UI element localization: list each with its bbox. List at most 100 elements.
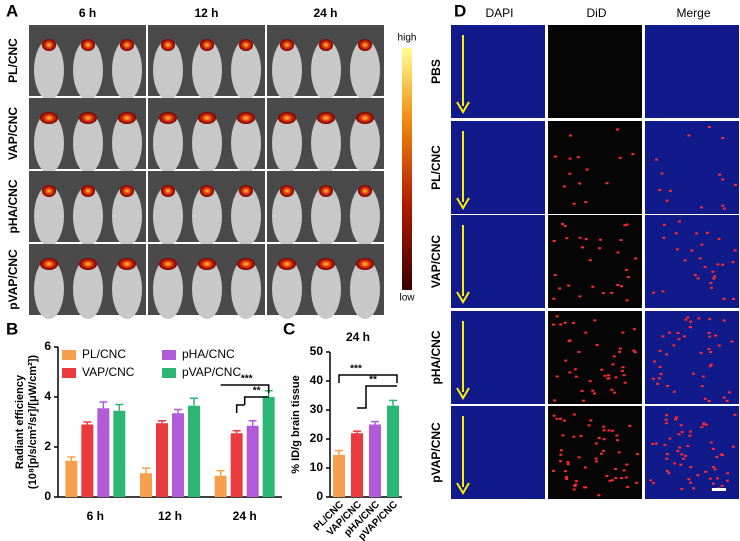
bar <box>97 408 110 497</box>
x-tick-label: 6 h <box>87 509 104 523</box>
did-spot <box>623 224 627 227</box>
did-spot <box>667 472 671 475</box>
micrograph <box>645 121 739 214</box>
mouse <box>73 186 103 246</box>
did-spot <box>666 385 670 388</box>
arrow-head <box>456 482 470 495</box>
did-spot <box>675 248 679 251</box>
did-spot <box>633 351 637 354</box>
did-spot <box>584 331 588 334</box>
did-spot <box>562 185 566 188</box>
did-spot <box>713 275 717 278</box>
did-spot <box>555 375 559 378</box>
did-spot <box>665 470 669 473</box>
did-spot <box>568 157 572 160</box>
did-spot <box>705 231 709 234</box>
did-spot <box>588 259 592 262</box>
mouse <box>311 40 341 100</box>
signal <box>356 112 374 124</box>
did-spot <box>718 173 722 176</box>
did-spot <box>684 318 688 321</box>
did-spot <box>625 223 629 226</box>
did-spot <box>712 277 716 280</box>
did-spot <box>564 470 568 473</box>
did-spot <box>634 257 638 260</box>
did-spot <box>611 363 615 366</box>
did-spot <box>577 350 581 353</box>
did-spot <box>707 332 711 335</box>
did-spot <box>555 417 559 420</box>
did-spot <box>601 292 605 295</box>
bar <box>246 425 259 497</box>
row-label: PL/CNC <box>6 38 20 83</box>
micrograph <box>451 121 545 214</box>
legend-swatch <box>62 350 76 360</box>
did-spot <box>665 422 669 425</box>
scale-low: low <box>399 293 415 304</box>
did-spot <box>578 236 582 239</box>
did-spot <box>656 382 660 385</box>
bar <box>387 405 399 497</box>
did-spot <box>627 276 631 279</box>
did-spot <box>697 317 701 320</box>
did-spot <box>680 487 684 490</box>
did-spot <box>583 486 587 489</box>
did-spot <box>553 274 557 277</box>
signal <box>200 39 214 51</box>
micrograph <box>645 406 739 499</box>
mouse <box>112 259 142 319</box>
mouse <box>192 259 222 319</box>
did-spot <box>605 474 609 477</box>
legend-label: VAP/CNC <box>82 365 135 379</box>
significance-bracket <box>235 396 269 413</box>
column-header: 24 h <box>313 6 337 20</box>
mouse <box>73 259 103 319</box>
signal <box>200 185 214 197</box>
did-spot <box>614 468 618 471</box>
signal <box>159 258 177 270</box>
arrow-head <box>456 101 470 114</box>
did-spot <box>696 474 700 477</box>
did-spot <box>579 435 583 438</box>
did-spot <box>673 462 677 465</box>
did-spot <box>595 460 599 463</box>
did-spot <box>722 297 726 300</box>
did-spot <box>682 335 686 338</box>
did-spot <box>618 347 622 350</box>
did-spot <box>707 399 711 402</box>
mouse <box>231 113 261 173</box>
did-spot <box>684 454 688 457</box>
micrograph <box>645 25 739 118</box>
mouse <box>311 113 341 173</box>
y-tick-label: 40 <box>310 373 324 387</box>
panel-letter: A <box>6 1 18 20</box>
did-spot <box>618 156 622 159</box>
did-spot <box>733 413 737 416</box>
mouse <box>231 259 261 319</box>
did-spot <box>722 319 726 322</box>
did-spot <box>701 375 705 378</box>
did-spot <box>588 380 592 383</box>
did-spot <box>710 286 714 289</box>
did-spot <box>674 418 678 421</box>
did-spot <box>727 391 731 394</box>
did-spot <box>564 359 568 362</box>
did-spot <box>558 287 562 290</box>
did-spot <box>553 399 557 402</box>
did-spot <box>572 413 576 416</box>
signal <box>118 258 136 270</box>
micrograph <box>548 311 642 404</box>
y-tick-label: 6 <box>44 339 51 353</box>
did-spot <box>677 220 681 223</box>
did-spot <box>711 482 715 485</box>
did-spot <box>709 282 713 285</box>
signal <box>319 185 333 197</box>
column-header: 12 h <box>194 6 218 20</box>
did-spot <box>717 344 721 347</box>
arrow-head <box>456 291 470 304</box>
did-spot <box>689 320 693 323</box>
did-spot <box>572 488 576 491</box>
did-spot <box>733 183 737 186</box>
micrograph <box>548 406 642 499</box>
did-spot <box>552 469 556 472</box>
